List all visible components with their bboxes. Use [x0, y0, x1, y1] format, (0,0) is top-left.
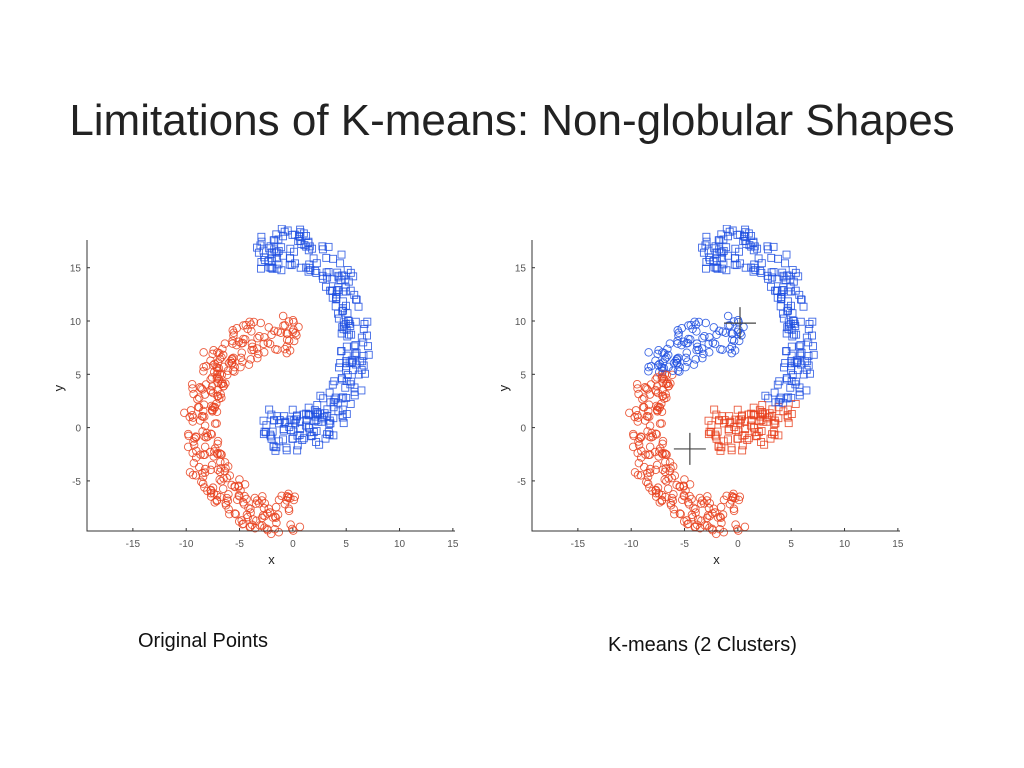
y-tick-label: 15 [515, 264, 527, 275]
y-tick-label: 10 [515, 317, 527, 328]
x-axis-label: x [268, 552, 275, 567]
scatter-points [625, 225, 818, 539]
scatter-points [180, 225, 373, 539]
y-tick-label: -5 [72, 477, 81, 488]
axes [531, 240, 900, 532]
x-tick-label: -15 [571, 539, 586, 550]
slide-title: Limitations of K-means: Non-globular Sha… [69, 96, 955, 145]
x-tick-label: 5 [788, 539, 794, 550]
centroid-marker [673, 432, 706, 465]
x-tick-label: 0 [290, 539, 296, 550]
x-tick-label: 10 [394, 539, 406, 550]
y-tick-label: 0 [520, 424, 526, 435]
y-tick-label: 10 [70, 317, 82, 328]
x-tick-label: 0 [735, 539, 741, 550]
x-tick-label: -5 [235, 539, 244, 550]
x-tick-label: -5 [680, 539, 689, 550]
x-tick-label: 15 [892, 539, 904, 550]
x-axis-label: x [713, 552, 720, 567]
caption-original: Original Points [138, 630, 269, 652]
x-tick-label: -10 [624, 539, 639, 550]
centroid-marker [724, 307, 756, 340]
x-tick-label: 15 [447, 539, 459, 550]
plot-kmeans: -15 -10 -5 0 5 10 15 -5 0 5 10 15 x y [496, 225, 904, 567]
x-tick-label: 10 [839, 539, 851, 550]
x-tick-label: -10 [179, 539, 194, 550]
y-tick-label: 5 [75, 370, 81, 381]
y-tick-label: -5 [517, 477, 526, 488]
y-axis-label: y [496, 384, 511, 391]
plot-original: -15 -10 -5 0 5 10 15 -5 0 5 10 15 x y [51, 225, 459, 567]
y-tick-label: 0 [75, 424, 81, 435]
y-axis-label: y [51, 384, 66, 391]
x-tick-label: 5 [343, 539, 349, 550]
y-tick-label: 5 [520, 370, 526, 381]
y-tick-label: 15 [70, 264, 82, 275]
axes [86, 240, 455, 532]
x-tick-label: -15 [126, 539, 141, 550]
caption-kmeans: K-means (2 Clusters) [608, 634, 797, 656]
